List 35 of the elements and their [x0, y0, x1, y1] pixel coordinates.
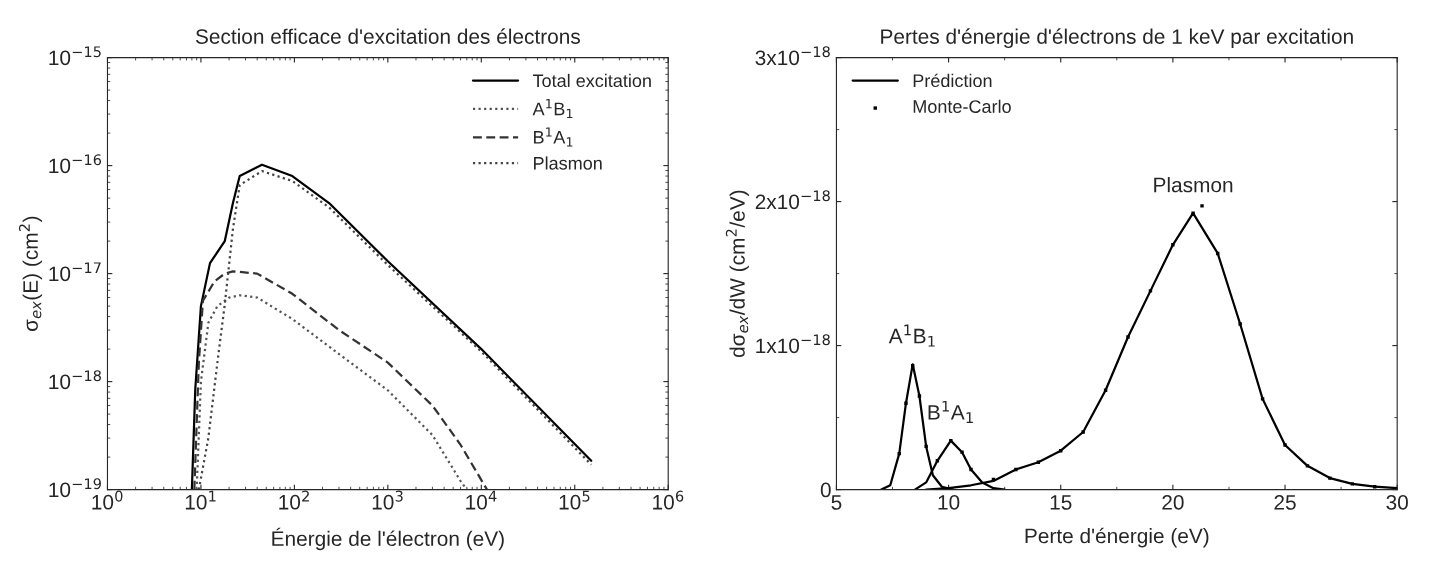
x-axis-title: Énergie de l'électron (eV) [272, 527, 504, 551]
y-tick-label: 3x10$^{−18}$ [755, 46, 830, 66]
x-tick-label: 10$^{1}$ [185, 490, 216, 510]
y-tick-label: 1x10$^{−18}$ [756, 334, 830, 354]
annotation: A$^{1}$B$_{1}$ [888, 324, 935, 347]
x-tick-label: 25 [1274, 495, 1296, 510]
chart-title: Section efficace d'excitation des électrons [195, 28, 580, 44]
legend-label: A$^{1}$B$_{1}$ [532, 99, 573, 119]
y-tick-label: 10$^{−17}$ [49, 262, 101, 282]
legend-label: Total excitation [532, 73, 651, 88]
legend-label: B$^{1}$A$_{1}$ [534, 127, 573, 147]
y-axis-title: dσ$_{ex}$/dW (cm$^{2}$/eV) [725, 190, 749, 358]
legend-label: Monte-Carlo [913, 99, 1011, 113]
x-axis-title: Perte d'énergie (eV) [1025, 527, 1209, 548]
y-tick-label: 10$^{−15}$ [49, 46, 101, 66]
x-tick-label: 10$^{6}$ [653, 490, 684, 510]
x-tick-label: 10$^{2}$ [279, 490, 309, 510]
y-tick-label: 2x10$^{−18}$ [755, 190, 830, 210]
annotation: Plasmon [1154, 177, 1233, 193]
annotation: B$^{1}$A$_{1}$ [928, 400, 973, 423]
x-tick-label: 10$^{4}$ [466, 490, 497, 510]
y-axis-title: σ$_{ex}$(E) (cm$^{2}$) [18, 216, 43, 332]
y-tick-label: 10$^{−18}$ [49, 370, 101, 390]
y-tick-label: 0 [820, 482, 831, 498]
x-tick-label: 10$^{5}$ [559, 490, 590, 510]
x-tick-label: 10 [938, 495, 960, 510]
x-tick-label: 10$^{3}$ [372, 490, 403, 510]
legend-label: Plasmon [534, 156, 602, 170]
x-tick-label: 5 [831, 495, 842, 510]
y-tick-label: 10$^{−16}$ [49, 154, 102, 174]
chart-title: Pertes d'énergie d'électrons de 1 keV par excitation [881, 28, 1353, 49]
x-tick-label: 20 [1162, 495, 1184, 510]
legend-label: Prédiction [913, 73, 992, 88]
x-tick-label: 30 [1386, 495, 1408, 510]
x-tick-label: 15 [1050, 495, 1072, 510]
